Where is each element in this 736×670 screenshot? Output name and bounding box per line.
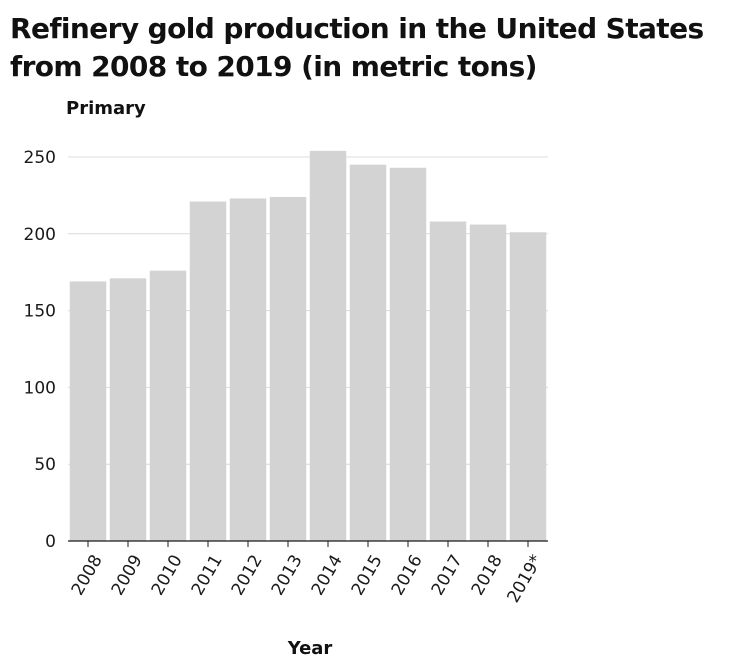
bar: [389, 167, 427, 541]
x-tick-label: 2013: [268, 552, 307, 599]
x-axis-label: Year: [287, 638, 333, 659]
x-tick-label: 2015: [348, 552, 387, 599]
bar: [509, 232, 547, 541]
y-tick-label: 200: [24, 225, 56, 245]
bar: [349, 164, 387, 541]
bar: [149, 270, 187, 541]
x-tick-label: 2017: [428, 552, 467, 599]
x-tick-label: 2014: [308, 552, 347, 599]
x-tick-label: 2012: [228, 552, 267, 599]
y-tick-label: 0: [45, 532, 56, 552]
y-tick-label: 250: [24, 148, 56, 168]
bar: [229, 198, 267, 542]
y-tick-label: 50: [34, 455, 56, 475]
bar: [69, 281, 107, 541]
bar: [429, 221, 467, 541]
bar: [189, 201, 227, 541]
bar: [309, 150, 347, 541]
y-tick-labels: 0 50 100 150 200 250: [24, 148, 56, 552]
x-tick-label: 2011: [188, 552, 227, 599]
x-tick-labels: 2008 2009 2010 2011 2012 2013 2014 2015 2016 2017…: [68, 541, 547, 606]
y-tick-label: 150: [24, 302, 56, 322]
x-tick-label: 2018: [468, 552, 507, 599]
bar: [469, 224, 507, 542]
bar: [269, 196, 307, 541]
y-axis-label: Primary: [66, 98, 146, 119]
x-tick-label: 2009: [108, 552, 147, 599]
gridlines: [68, 156, 548, 465]
bar: [109, 278, 147, 541]
y-tick-label: 100: [24, 378, 56, 398]
chart-title: Refinery gold production in the United S…: [10, 12, 704, 83]
bars: [69, 150, 547, 542]
x-tick-label: 2008: [68, 552, 107, 599]
x-tick-label: 2010: [148, 552, 187, 599]
x-tick-label: 2019*: [504, 552, 547, 607]
x-tick-label: 2016: [388, 552, 427, 599]
